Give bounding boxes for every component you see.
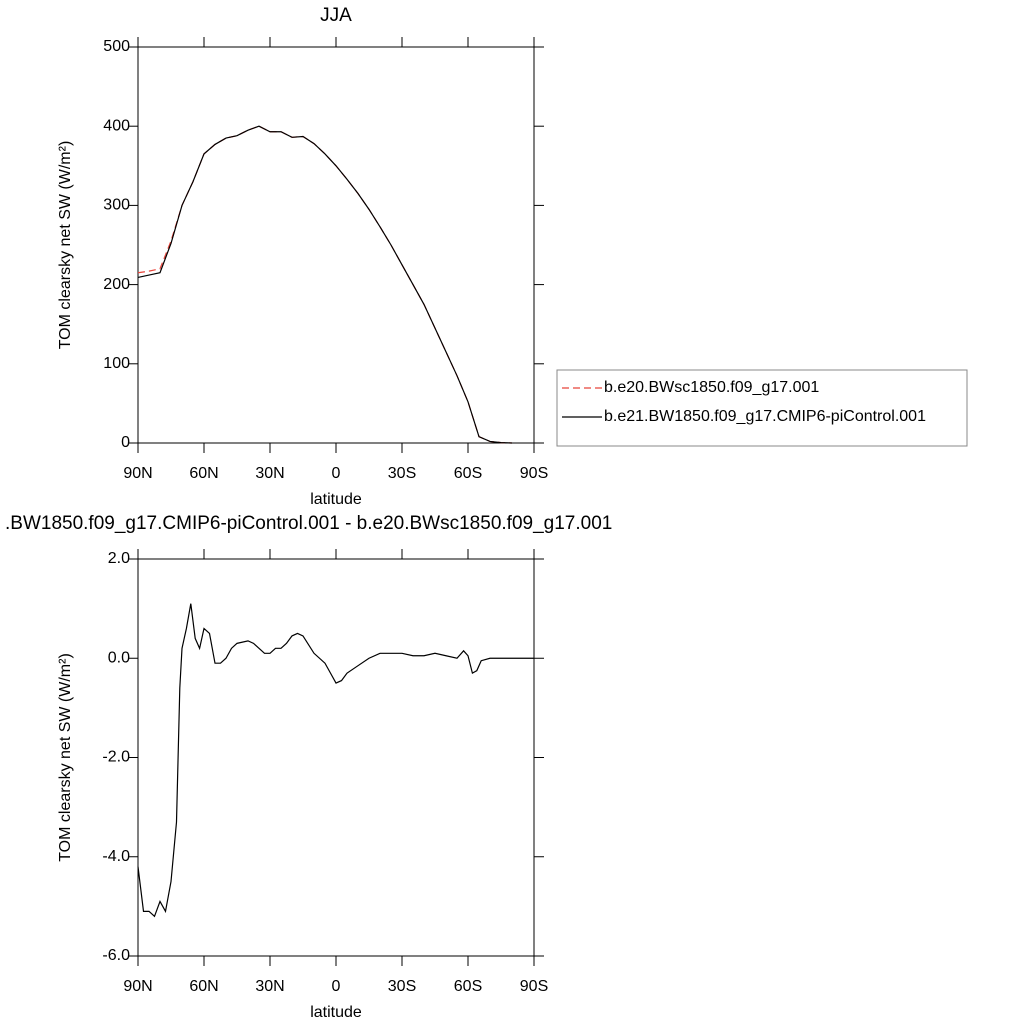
y-axis-label: TOM clearsky net SW (W/m²)	[57, 653, 74, 862]
x-tick-label: 90S	[520, 978, 548, 995]
y-tick-label: 200	[103, 276, 130, 293]
x-tick-label: 30S	[388, 978, 416, 995]
y-tick-label: 100	[103, 355, 130, 372]
x-tick-label: 60S	[454, 465, 482, 482]
y-tick-label: 300	[103, 197, 130, 214]
x-axis-label: latitude	[310, 491, 362, 508]
y-tick-label: -2.0	[102, 749, 130, 766]
x-tick-label: 90N	[123, 465, 152, 482]
y-tick-label: -6.0	[102, 947, 130, 964]
x-tick-label: 90S	[520, 465, 548, 482]
x-tick-label: 0	[332, 465, 341, 482]
x-tick-label: 90N	[123, 978, 152, 995]
series-line	[137, 603, 534, 918]
legend-label: b.e20.BWsc1850.f09_g17.001	[604, 379, 819, 396]
y-tick-label: 0.0	[108, 649, 130, 666]
y-axis-label: TOM clearsky net SW (W/m²)	[57, 141, 74, 350]
x-tick-label: 30N	[255, 465, 284, 482]
y-tick-label: 0	[121, 434, 130, 451]
series-line	[137, 125, 513, 444]
legend-label: b.e21.BW1850.f09_g17.CMIP6-piControl.001	[604, 408, 926, 425]
plot-frame	[137, 46, 535, 444]
chart-title: .BW1850.f09_g17.CMIP6-piControl.001 - b.…	[5, 513, 612, 534]
x-tick-label: 0	[332, 978, 341, 995]
legend-box	[556, 369, 968, 447]
y-tick-label: 400	[103, 117, 130, 134]
x-axis-label: latitude	[310, 1004, 362, 1021]
x-tick-label: 60S	[454, 978, 482, 995]
x-tick-label: 60N	[189, 465, 218, 482]
plot-frame	[137, 558, 535, 957]
x-tick-label: 30N	[255, 978, 284, 995]
y-tick-label: 500	[103, 38, 130, 55]
x-tick-label: 60N	[189, 978, 218, 995]
x-tick-label: 30S	[388, 465, 416, 482]
y-tick-label: -4.0	[102, 848, 130, 865]
chart-title: JJA	[320, 5, 352, 26]
y-tick-label: 2.0	[108, 550, 130, 567]
series-line	[137, 125, 513, 444]
